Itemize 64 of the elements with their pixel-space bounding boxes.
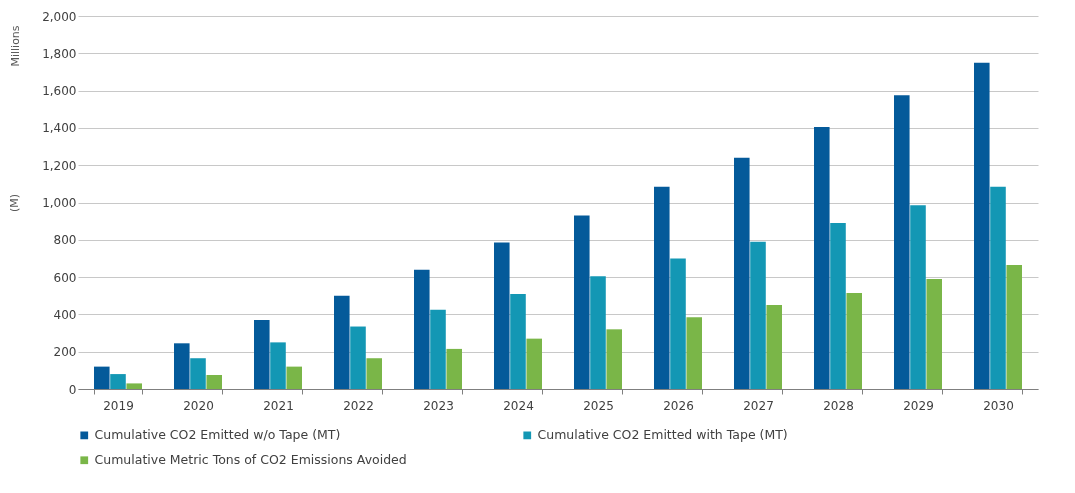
bar — [910, 205, 926, 389]
bar — [686, 317, 702, 389]
text: Millions — [9, 25, 22, 67]
y-tick-label: 1,400 — [42, 121, 77, 136]
x-tick-label: 2019 — [103, 398, 134, 413]
bar — [606, 329, 622, 389]
bar — [670, 258, 686, 389]
bar — [350, 326, 366, 389]
bar — [830, 223, 846, 389]
bar — [734, 157, 750, 389]
bar — [526, 338, 542, 389]
bar — [94, 366, 110, 389]
y-tick-label: 800 — [53, 233, 77, 248]
bar — [574, 215, 590, 389]
x-tick-label: 2022 — [343, 398, 374, 413]
bar — [414, 269, 430, 389]
bar — [190, 358, 206, 389]
bar — [846, 292, 862, 389]
x-tick-label: 2023 — [423, 398, 454, 413]
x-tick-label: 2030 — [983, 398, 1014, 413]
x-tick-label: 2028 — [823, 398, 854, 413]
bar — [366, 358, 382, 389]
y-tick-label: 600 — [53, 270, 77, 285]
bar — [206, 375, 222, 389]
bar — [590, 276, 606, 389]
bar — [814, 126, 830, 389]
bar — [110, 374, 126, 389]
bar — [750, 241, 766, 389]
legend-label: Cumulative CO2 Emitted with Tape (MT) — [537, 427, 788, 443]
y-tick-label: 2,000 — [42, 9, 77, 24]
bar — [894, 95, 910, 389]
y-tick-label: 200 — [53, 345, 77, 360]
y-tick-label: 1,800 — [42, 46, 77, 61]
x-tick-label: 2020 — [183, 398, 214, 413]
y-tick-label: 1,000 — [42, 196, 77, 210]
y-tick-label: 1,200 — [42, 158, 77, 173]
legend-label: Cumulative Metric Tons of CO2 Emissions Avoided — [94, 452, 407, 468]
bar — [974, 62, 990, 389]
bar — [766, 305, 782, 389]
bar — [926, 278, 942, 389]
bar — [446, 348, 462, 389]
x-tick-label: 2024 — [503, 398, 534, 413]
bar — [990, 186, 1006, 389]
bar — [174, 343, 190, 389]
x-tick-label: 2029 — [903, 398, 934, 413]
legend-label: Cumulative CO2 Emitted w/o Tape (MT) — [94, 427, 341, 443]
bar — [430, 309, 446, 389]
x-tick-label: 2025 — [583, 398, 614, 413]
x-tick-label: 2027 — [743, 398, 774, 413]
x-tick-label: 2026 — [663, 398, 694, 413]
y-tick-label: 1,600 — [42, 84, 77, 99]
y-tick-label: 0 — [68, 382, 77, 397]
y-axis-title: (M) — [8, 193, 22, 213]
bar — [254, 320, 270, 389]
x-tick-label: 2021 — [263, 398, 294, 413]
bar — [510, 293, 526, 389]
bar — [270, 342, 286, 389]
bar — [126, 383, 142, 389]
bar — [494, 242, 510, 389]
y-tick-label: 400 — [53, 307, 77, 322]
bar — [654, 186, 670, 389]
bar — [1006, 264, 1022, 389]
bar — [334, 295, 350, 389]
bar — [286, 366, 302, 389]
